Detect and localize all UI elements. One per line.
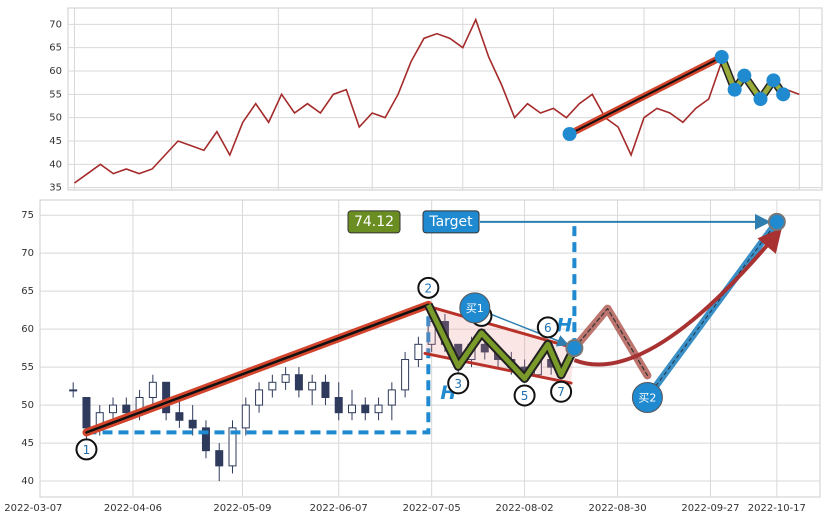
pattern-point xyxy=(776,87,791,102)
top-plot-frame xyxy=(67,7,823,191)
y-tick-label: 60 xyxy=(49,66,62,77)
point-marker xyxy=(536,316,559,339)
candle-body xyxy=(82,396,91,429)
x-tick-label: 2022-05-09 xyxy=(213,503,271,514)
x-tick-label: 2022-03-07 xyxy=(4,503,62,514)
candle-body xyxy=(215,450,224,467)
trend-line-core xyxy=(568,56,723,135)
buy-marker xyxy=(631,381,663,413)
candle-body xyxy=(348,404,356,414)
candle-body xyxy=(308,381,317,391)
y-tick-label: 35 xyxy=(49,183,62,194)
y-tick-label: 60 xyxy=(21,324,34,335)
candle-body xyxy=(294,374,303,391)
point-label: 6 xyxy=(544,321,552,335)
y-tick-label: 45 xyxy=(21,438,34,449)
pattern-point xyxy=(737,68,752,83)
candle-body xyxy=(162,381,171,414)
candle-body xyxy=(228,427,237,467)
candle-body xyxy=(122,404,131,414)
target-label: Target xyxy=(428,214,473,230)
x-tick-label: 2022-08-30 xyxy=(588,503,646,514)
candle-body xyxy=(188,419,197,429)
y-tick-label: 55 xyxy=(21,362,34,373)
candle-body xyxy=(414,343,423,361)
breakout-point xyxy=(565,339,584,358)
candle-body xyxy=(109,404,118,414)
point-marker xyxy=(417,276,440,299)
point-marker xyxy=(550,380,573,403)
candle-body xyxy=(334,396,343,414)
candle-body xyxy=(387,389,396,406)
pattern-point xyxy=(766,73,781,88)
x-tick-label: 2022-08-02 xyxy=(496,503,554,514)
buy-label: 买1 xyxy=(466,302,484,315)
candle-body xyxy=(148,381,157,398)
y-tick-label: 40 xyxy=(21,476,34,487)
point-label: 1 xyxy=(83,443,91,457)
pattern-point xyxy=(753,92,768,106)
x-tick-label: 2022-04-06 xyxy=(104,503,162,514)
y-tick-label: 50 xyxy=(21,400,34,411)
value-box xyxy=(347,210,401,234)
candle-body xyxy=(268,381,277,391)
target-value: 74.12 xyxy=(354,214,394,230)
candle-body xyxy=(374,404,383,414)
y-tick-label: 40 xyxy=(49,159,62,170)
buy-marker xyxy=(459,292,491,324)
candle-body xyxy=(281,374,290,383)
point-marker xyxy=(447,372,470,395)
point-label: 5 xyxy=(521,389,529,403)
candle-body xyxy=(175,412,184,421)
height-dash xyxy=(86,304,431,435)
y-tick-label: 65 xyxy=(21,286,34,297)
y-tick-label: 55 xyxy=(49,89,62,100)
pattern-point xyxy=(727,82,742,97)
target-box xyxy=(422,210,480,234)
x-tick-label: 2022-06-07 xyxy=(310,503,368,514)
point-label: 7 xyxy=(557,385,565,399)
point-marker xyxy=(75,438,98,461)
target-curve xyxy=(573,227,782,367)
candle-body xyxy=(201,427,210,452)
x-tick-label: 2022-09-27 xyxy=(681,503,739,514)
y-tick-label: 75 xyxy=(21,210,34,221)
y-tick-label: 45 xyxy=(49,136,62,147)
projection-core xyxy=(573,308,649,377)
candle-body xyxy=(361,404,370,414)
pattern-line-core xyxy=(426,303,577,382)
price-line xyxy=(74,17,800,184)
candle-body xyxy=(480,343,489,353)
candle-body xyxy=(69,389,78,392)
y-tick-label: 65 xyxy=(49,43,62,54)
point-marker xyxy=(513,384,536,407)
candle-body xyxy=(321,381,330,398)
target-point xyxy=(767,212,786,231)
target-path-core xyxy=(647,221,778,398)
x-tick-label: 2022-07-05 xyxy=(403,503,461,514)
height-label: H xyxy=(556,315,572,337)
candle-body xyxy=(255,389,264,406)
buy-label: 买2 xyxy=(638,391,656,404)
point-label: 3 xyxy=(454,377,462,391)
y-tick-label: 70 xyxy=(21,248,34,259)
y-tick-label: 70 xyxy=(49,19,62,30)
x-tick-label: 2022-10-17 xyxy=(748,503,806,514)
pattern-point xyxy=(562,127,577,141)
point-label: 2 xyxy=(425,281,433,295)
candle-body xyxy=(241,404,250,429)
y-tick-label: 50 xyxy=(49,113,62,124)
pattern-point xyxy=(714,50,729,64)
candle-body xyxy=(401,359,410,391)
trend-line-core xyxy=(85,303,430,434)
